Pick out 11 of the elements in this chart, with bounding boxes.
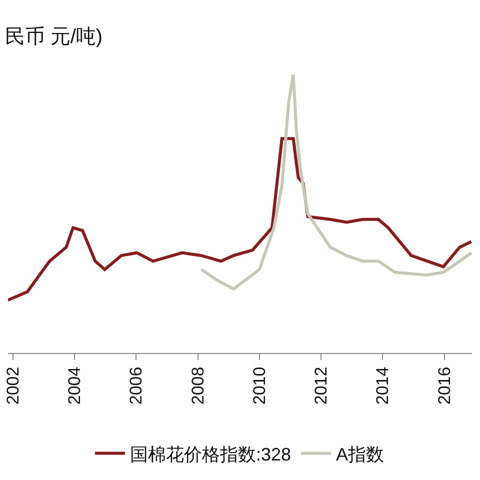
x-tick-label: 2014 [373,366,392,405]
x-tick-label: 2010 [250,366,269,405]
x-tick-label: 2008 [188,366,208,405]
legend-label: A指数 [336,444,384,464]
x-tick-label: 2016 [434,366,454,405]
x-tick-label: 2006 [126,366,146,405]
chart-title: 民币 元/吨) [4,26,103,48]
legend-label: 国棉花价格指数:328 [130,444,292,464]
x-tick-label: 2012 [312,366,331,405]
x-tick-label: 2004 [65,366,84,405]
x-tick-label: 2002 [3,366,22,405]
